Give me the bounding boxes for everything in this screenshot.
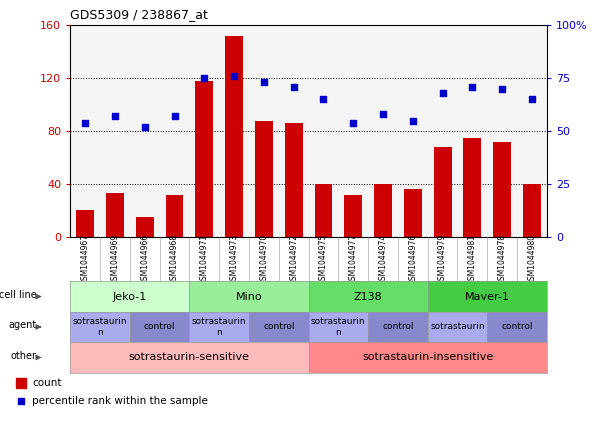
Text: sotrastaurin-insensitive: sotrastaurin-insensitive xyxy=(362,352,493,363)
Text: GSM1044981: GSM1044981 xyxy=(468,233,477,285)
Point xyxy=(229,73,239,80)
Text: GSM1044975: GSM1044975 xyxy=(319,233,328,285)
Text: GSM1044966: GSM1044966 xyxy=(141,233,149,285)
Bar xyxy=(315,184,332,237)
Text: Z138: Z138 xyxy=(354,291,382,302)
Text: GDS5309 / 238867_at: GDS5309 / 238867_at xyxy=(70,8,208,21)
Bar xyxy=(374,184,392,237)
Point xyxy=(348,119,358,126)
Text: control: control xyxy=(144,322,175,332)
Text: cell line: cell line xyxy=(0,290,37,300)
Bar xyxy=(16,378,26,388)
Text: agent: agent xyxy=(9,321,37,330)
Text: control: control xyxy=(382,322,414,332)
Text: GSM1044973: GSM1044973 xyxy=(230,233,238,285)
Bar xyxy=(434,147,452,237)
Point xyxy=(80,119,90,126)
Text: Jeko-1: Jeko-1 xyxy=(112,291,147,302)
Text: sotrastaurin: sotrastaurin xyxy=(430,322,485,332)
Text: GSM1044967: GSM1044967 xyxy=(81,233,90,285)
Point xyxy=(199,75,209,82)
Text: GSM1044978: GSM1044978 xyxy=(498,233,507,285)
Bar xyxy=(136,217,154,237)
Text: GSM1044971: GSM1044971 xyxy=(200,233,209,285)
Bar xyxy=(166,195,183,237)
Text: GSM1044970: GSM1044970 xyxy=(260,233,268,285)
Bar xyxy=(255,121,273,237)
Point xyxy=(16,398,26,404)
Text: sotrastaurin-sensitive: sotrastaurin-sensitive xyxy=(129,352,250,363)
Point xyxy=(170,113,180,120)
Point xyxy=(497,85,507,92)
Point xyxy=(140,124,150,130)
Text: GSM1044980: GSM1044980 xyxy=(527,233,536,285)
Text: sotrastaurin
n: sotrastaurin n xyxy=(73,317,127,337)
Text: other: other xyxy=(11,351,37,361)
Point xyxy=(318,96,328,103)
Point xyxy=(289,83,299,90)
Text: sotrastaurin
n: sotrastaurin n xyxy=(311,317,365,337)
Text: GSM1044972: GSM1044972 xyxy=(289,233,298,285)
Bar xyxy=(404,190,422,237)
Bar xyxy=(285,123,302,237)
Bar xyxy=(523,184,541,237)
Text: Mino: Mino xyxy=(236,291,262,302)
Text: GSM1044977: GSM1044977 xyxy=(349,233,357,285)
Point xyxy=(110,113,120,120)
Bar xyxy=(225,36,243,237)
Text: GSM1044976: GSM1044976 xyxy=(408,233,417,285)
Bar xyxy=(76,211,94,237)
Point xyxy=(378,111,388,118)
Point xyxy=(467,83,477,90)
Text: control: control xyxy=(501,322,533,332)
Text: GSM1044969: GSM1044969 xyxy=(111,233,119,285)
Bar xyxy=(493,142,511,237)
Bar xyxy=(106,193,124,237)
Bar xyxy=(345,195,362,237)
Text: control: control xyxy=(263,322,295,332)
Point xyxy=(527,96,537,103)
Text: count: count xyxy=(32,378,62,388)
Bar xyxy=(196,81,213,237)
Point xyxy=(408,117,418,124)
Text: Maver-1: Maver-1 xyxy=(465,291,510,302)
Point xyxy=(437,90,447,96)
Point xyxy=(259,79,269,86)
Text: GSM1044968: GSM1044968 xyxy=(170,233,179,285)
Text: sotrastaurin
n: sotrastaurin n xyxy=(192,317,246,337)
Text: percentile rank within the sample: percentile rank within the sample xyxy=(32,396,208,406)
Text: GSM1044974: GSM1044974 xyxy=(379,233,387,285)
Bar xyxy=(463,138,481,237)
Text: GSM1044979: GSM1044979 xyxy=(438,233,447,285)
